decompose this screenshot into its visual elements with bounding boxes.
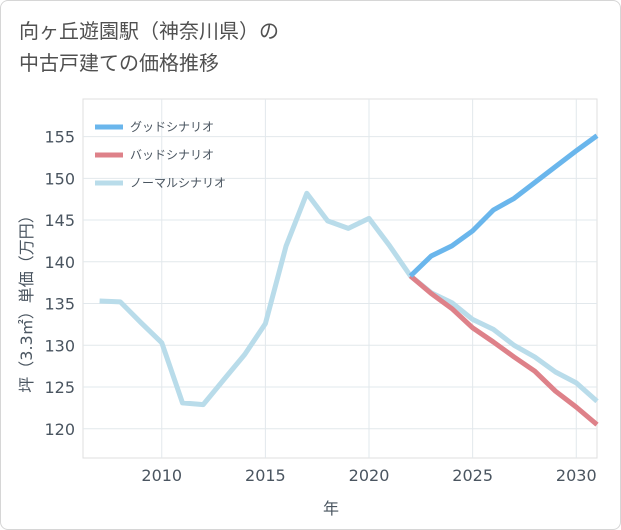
- y-axis-ticks: 120 125 130 135 140 145 150 155: [44, 128, 75, 439]
- x-tick-label: 2015: [245, 466, 286, 485]
- series-line-1: [408, 274, 599, 427]
- y-tick-label: 155: [44, 128, 75, 147]
- plot-area: [82, 98, 598, 459]
- x-axis-title: 年: [323, 499, 339, 518]
- chart-title-line1: 向ヶ丘遊園駅（神奈川県）の: [19, 19, 279, 43]
- series-line-0: [408, 133, 599, 278]
- series-line-2: [99, 190, 599, 408]
- x-axis-ticks: 2010 2015 2020 2025 2030: [141, 466, 596, 485]
- y-tick-label: 135: [44, 295, 75, 314]
- x-tick-label: 2020: [349, 466, 390, 485]
- y-tick-label: 150: [44, 169, 75, 188]
- x-tick-label: 2025: [452, 466, 493, 485]
- legend-label-0: グッドシナリオ: [130, 120, 214, 134]
- legend-label-2: ノーマルシナリオ: [130, 176, 226, 190]
- y-tick-label: 130: [44, 336, 75, 355]
- x-tick-label: 2010: [141, 466, 182, 485]
- x-tick-label: 2030: [556, 466, 597, 485]
- series-group: [99, 133, 599, 427]
- chart-title: 向ヶ丘遊園駅（神奈川県）の 中古戸建ての価格推移: [19, 15, 279, 79]
- y-tick-label: 120: [44, 420, 75, 439]
- chart-title-line2: 中古戸建ての価格推移: [19, 51, 219, 75]
- y-tick-label: 145: [44, 211, 75, 230]
- y-tick-label: 125: [44, 378, 75, 397]
- y-tick-label: 140: [44, 253, 75, 272]
- legend-label-1: バッドシナリオ: [130, 148, 214, 162]
- y-axis-title: 坪（3.3㎡）単価（万円）: [17, 207, 36, 392]
